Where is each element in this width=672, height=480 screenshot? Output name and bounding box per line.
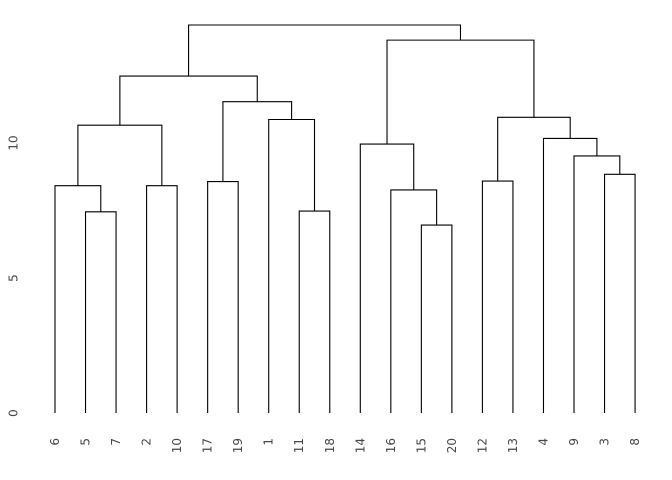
leaf-label-1: 1 bbox=[262, 438, 276, 446]
merge-link bbox=[298, 210, 331, 413]
leaf-label-11: 11 bbox=[292, 438, 306, 453]
leaf-label-7: 7 bbox=[109, 438, 123, 446]
leaf-label-5: 5 bbox=[79, 438, 93, 446]
leaf-labels: 6 5 7 2 10 17 19 1 11 18 14 16 15 20 12 13 4 9 3 8 bbox=[48, 438, 642, 453]
leaf-label-18: 18 bbox=[323, 438, 337, 453]
y-tick-label-0: 0 bbox=[7, 409, 21, 417]
merge-link bbox=[146, 185, 178, 413]
leaf-label-3: 3 bbox=[598, 438, 612, 446]
merge-link bbox=[573, 155, 621, 413]
leaf-label-9: 9 bbox=[567, 438, 581, 446]
leaf-label-8: 8 bbox=[628, 438, 642, 446]
leaf-label-2: 2 bbox=[140, 438, 154, 446]
leaf-label-17: 17 bbox=[201, 438, 215, 453]
merge-link bbox=[420, 224, 453, 413]
leaf-label-12: 12 bbox=[475, 438, 489, 453]
leaf-label-20: 20 bbox=[445, 438, 459, 453]
leaf-label-16: 16 bbox=[384, 438, 398, 453]
merge-link bbox=[268, 118, 316, 413]
leaf-label-6: 6 bbox=[48, 438, 62, 446]
merge-link bbox=[188, 24, 462, 77]
dendrogram-links bbox=[54, 24, 636, 413]
leaf-label-15: 15 bbox=[414, 438, 428, 453]
leaf-label-4: 4 bbox=[536, 438, 550, 446]
leaf-label-19: 19 bbox=[231, 438, 245, 453]
y-tick-label-10: 10 bbox=[7, 135, 21, 150]
merge-link bbox=[119, 75, 258, 126]
merge-link bbox=[222, 101, 293, 182]
merge-link bbox=[542, 137, 598, 413]
leaf-label-13: 13 bbox=[506, 438, 520, 453]
y-tick-label-5: 5 bbox=[7, 274, 21, 282]
merge-link bbox=[359, 143, 415, 413]
merge-link bbox=[207, 181, 239, 413]
y-axis-tick-labels: 0 5 10 bbox=[7, 135, 21, 416]
merge-link bbox=[390, 189, 438, 413]
merge-link bbox=[603, 173, 636, 413]
merge-link bbox=[54, 185, 102, 413]
merge-link bbox=[84, 211, 117, 413]
merge-link bbox=[481, 180, 514, 413]
leaf-label-10: 10 bbox=[170, 438, 184, 453]
leaf-label-14: 14 bbox=[353, 438, 367, 453]
merge-link bbox=[77, 124, 163, 186]
merge-link bbox=[497, 116, 571, 182]
merge-link bbox=[386, 39, 535, 145]
